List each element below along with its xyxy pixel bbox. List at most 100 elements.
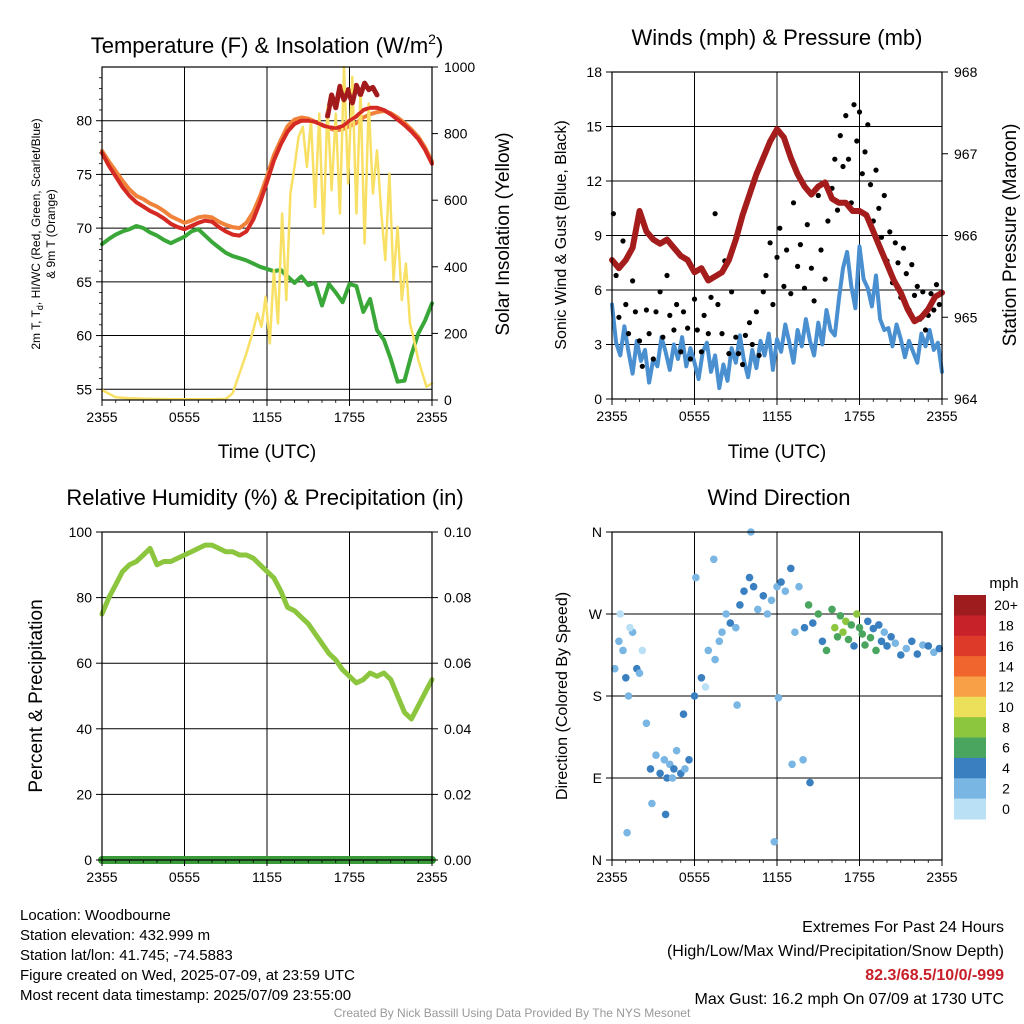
- wind-direction-y-tick-label: W: [589, 606, 603, 622]
- temperature-x-tick-label: 2355: [416, 409, 447, 425]
- gust-point: [878, 234, 885, 240]
- winds-right-tick-label: 964: [954, 391, 978, 407]
- station-info: Location: Woodbourne Station elevation: …: [20, 906, 355, 1006]
- gust-point: [767, 240, 773, 246]
- humidity-y-tick-label: 80: [76, 590, 92, 606]
- gust-point: [674, 301, 680, 308]
- winds-x-tick-label: 0555: [679, 408, 710, 424]
- gust-point: [616, 314, 622, 320]
- gust-point: [667, 312, 673, 318]
- gust-point: [832, 156, 838, 162]
- wind-direction-point: [690, 692, 699, 700]
- wind-direction-point: [913, 650, 922, 658]
- wind-direction-point: [774, 694, 783, 702]
- colorbar-swatch: [954, 615, 986, 637]
- gust-point: [753, 309, 760, 315]
- colorbar-swatch: [954, 676, 986, 698]
- gust-point: [933, 282, 940, 288]
- extremes-legend: (High/Low/Max Wind/Precipitation/Snow De…: [666, 943, 1004, 960]
- colorbar-label: 12: [998, 679, 1014, 695]
- wind-direction-point: [663, 774, 671, 782]
- wind-direction-point: [855, 623, 864, 632]
- sonic-wind-line: [610, 244, 944, 391]
- gust-point: [705, 331, 711, 337]
- wind-direction-point: [767, 596, 776, 605]
- extremes-values: 82.3/68.5/10/0/-999: [865, 967, 1004, 984]
- gust-point: [685, 325, 691, 331]
- wind-direction-x-tick-label: 2355: [596, 869, 627, 885]
- gust-point: [643, 307, 650, 313]
- gust-point: [808, 265, 815, 271]
- winds-x-tick-label: 2355: [596, 408, 627, 424]
- gust-point: [837, 133, 843, 139]
- wind-direction-point: [722, 610, 730, 618]
- gust-point: [687, 356, 694, 362]
- colorbar-label: 4: [1002, 760, 1010, 776]
- station-latlon: Station lat/lon: 41.745; -74.5883: [20, 947, 233, 964]
- gust-point: [922, 327, 929, 333]
- gust-point: [749, 341, 755, 348]
- humidity-x-tick-label: 2355: [86, 869, 117, 885]
- wind-direction-point: [877, 637, 886, 646]
- dewpoint-line: [100, 224, 434, 384]
- wind-direction-point: [619, 646, 627, 655]
- wind-direction-point: [615, 637, 623, 646]
- gust-point: [843, 113, 849, 119]
- gust-point: [653, 309, 659, 315]
- wind-direction-point: [844, 635, 853, 644]
- humidity-x-tick-label: 1755: [334, 869, 365, 885]
- temperature-y-tick-label: 80: [76, 113, 92, 129]
- gust-point: [729, 289, 735, 295]
- most-recent-data: Most recent data timestamp: 2025/07/09 2…: [20, 987, 352, 1004]
- temperature-y-tick-label: 60: [76, 328, 92, 344]
- gust-point: [639, 363, 645, 369]
- wind-direction-point: [847, 621, 856, 629]
- wind-direction-point: [656, 769, 664, 778]
- station-elevation: Station elevation: 432.999 m: [20, 927, 211, 944]
- gust-point: [881, 192, 887, 199]
- temperature-right-tick-label: 600: [444, 192, 468, 208]
- colorbar-unit-label: mph: [989, 575, 1018, 592]
- wind-direction-point: [814, 610, 823, 618]
- wind-direction-point: [902, 644, 911, 653]
- gust-point: [650, 356, 656, 362]
- temperature-y-tick-label: 65: [76, 274, 92, 290]
- humidity-right-tick-label: 0.10: [444, 524, 471, 540]
- temperature-x-axis-label: Time (UTC): [218, 442, 317, 463]
- gust-point: [756, 352, 762, 358]
- winds-right-tick-label: 965: [954, 309, 978, 325]
- gust-point: [784, 247, 790, 253]
- gust-point: [760, 289, 766, 295]
- gust-point: [678, 349, 684, 355]
- speed-colorbar: mph 20+ 18 16 14 12 10 8 6 4 2 0: [954, 575, 1019, 820]
- gust-point: [931, 307, 937, 313]
- wind-direction-point: [864, 617, 872, 626]
- temperature-right-tick-label: 1000: [444, 59, 475, 75]
- gust-point: [892, 240, 898, 246]
- wind-direction-point: [704, 646, 713, 655]
- gust-point: [636, 338, 643, 344]
- wind-direction-point: [908, 637, 916, 646]
- temperature-right-tick-label: 800: [444, 126, 468, 142]
- max-gust: Max Gust: 16.2 mph On 07/09 at 1730 UTC: [694, 991, 1005, 1008]
- temperature-insolation-panel: Temperature (F) & Insolation (W/m2) 2355…: [29, 31, 514, 463]
- humidity-y-axis-label: Percent & Precipitation: [26, 599, 47, 792]
- wind-direction-point: [616, 610, 625, 618]
- gust-point: [887, 229, 893, 235]
- humidity-right-tick-label: 0.08: [444, 590, 471, 606]
- gust-point: [928, 291, 934, 297]
- gust-point: [630, 278, 636, 284]
- wind-direction-point: [799, 756, 807, 764]
- wind-direction-point: [800, 623, 809, 632]
- humidity-x-tick-label: 2355: [416, 869, 447, 885]
- wind-direction-point: [822, 646, 831, 655]
- relative-humidity-line: [99, 542, 435, 722]
- temperature-panel-title: Temperature (F) & Insolation (W/m2): [91, 31, 444, 58]
- wind-direction-point: [685, 756, 693, 764]
- wind-direction-point: [924, 642, 933, 650]
- wind-direction-point: [642, 719, 651, 728]
- winds-y-tick-label: 18: [586, 64, 602, 80]
- gust-point: [920, 289, 926, 295]
- gust-point: [914, 283, 920, 289]
- temperature-y-axis-label-line1: 2m T, Td, HI/WC (Red, Green, Scarlet/Blu…: [29, 118, 45, 349]
